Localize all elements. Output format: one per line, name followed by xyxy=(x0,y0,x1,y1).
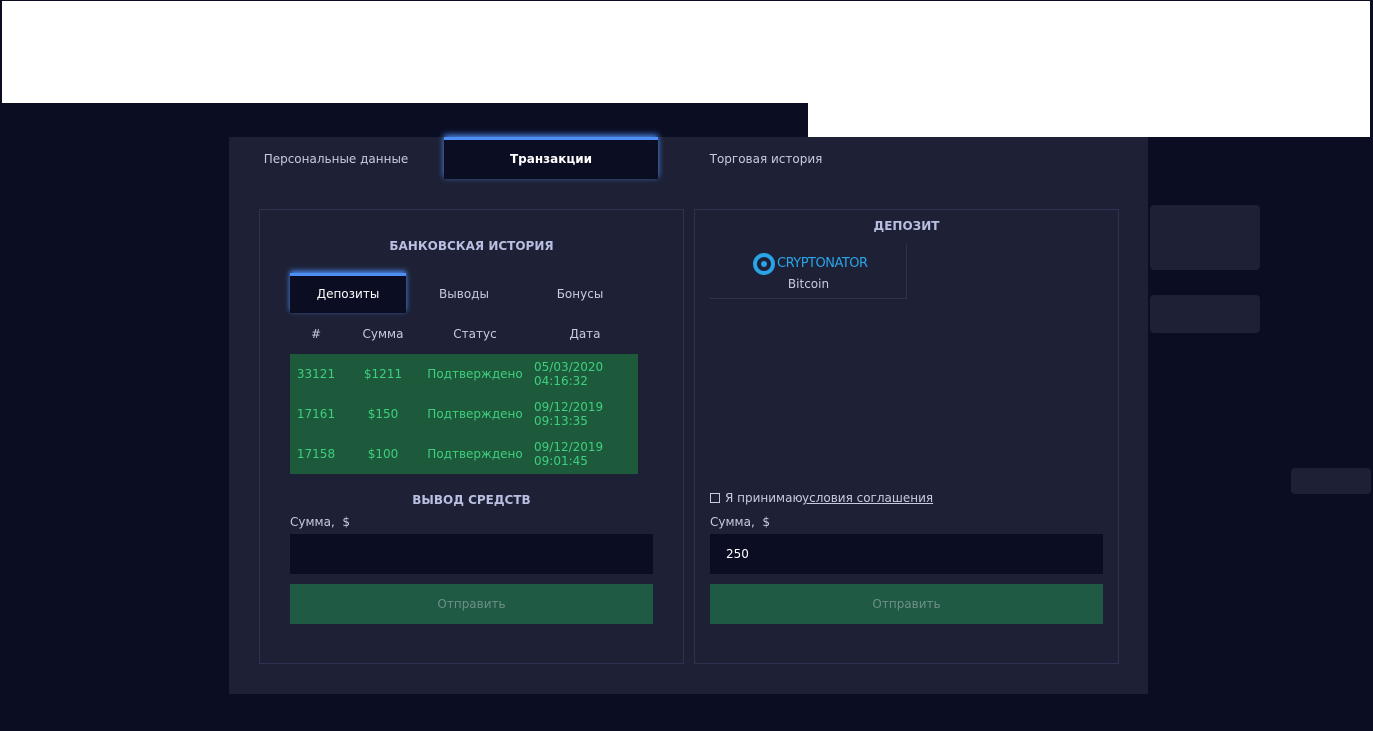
cell-amount: $1211 xyxy=(363,367,403,381)
tab[interactable]: Персональные данные xyxy=(263,152,409,166)
cell-time: 09:01:45 xyxy=(534,454,588,468)
column-header: # xyxy=(310,327,322,341)
background-box xyxy=(1150,205,1260,270)
cell-id: 17158 xyxy=(296,447,336,461)
section-title: ВЫВОД СРЕДСТВ xyxy=(412,493,531,507)
section-title: БАНКОВСКАЯ ИСТОРИЯ xyxy=(389,239,554,253)
cell-amount: $150 xyxy=(367,407,399,421)
amount-input[interactable]: 250 xyxy=(710,534,1103,574)
column-header: Сумма xyxy=(362,327,404,341)
provider-logo: CRYPTONATOR xyxy=(777,256,868,271)
field-label: Сумма, $ xyxy=(710,515,771,529)
provider-card[interactable] xyxy=(710,244,907,299)
cell-date: 09/12/2019 xyxy=(534,440,604,454)
provider-logo-icon xyxy=(753,253,775,275)
cell-id: 33121 xyxy=(296,367,336,381)
provider-name: Bitcoin xyxy=(787,277,830,291)
table-body xyxy=(290,354,638,474)
overlay-white xyxy=(808,100,1370,137)
background-box xyxy=(1291,468,1371,494)
cell-amount: $100 xyxy=(367,447,399,461)
agreement-text: Я принимаю xyxy=(725,491,803,505)
cell-id: 17161 xyxy=(296,407,336,421)
tab-active[interactable]: Транзакции xyxy=(509,152,593,166)
submit-button[interactable]: Отправить xyxy=(710,584,1103,624)
section-title: ДЕПОЗИТ xyxy=(873,219,940,233)
submit-button[interactable]: Отправить xyxy=(290,584,653,624)
column-header: Дата xyxy=(569,327,601,341)
cell-time: 04:16:32 xyxy=(534,374,588,388)
cell-date: 05/03/2020 xyxy=(534,360,604,374)
active-tab-bg xyxy=(444,137,658,179)
agreement-link[interactable]: условия соглашения xyxy=(802,491,934,505)
active-subtab-bg xyxy=(290,273,406,313)
cell-status: Подтверждено xyxy=(427,367,523,381)
column-header: Статус xyxy=(453,327,497,341)
tab[interactable]: Торговая история xyxy=(709,152,823,166)
subtab-active[interactable]: Депозиты xyxy=(316,287,380,301)
subtab[interactable]: Выводы xyxy=(439,287,489,301)
cell-date: 09/12/2019 xyxy=(534,400,604,414)
checkbox[interactable] xyxy=(710,493,720,503)
amount-input[interactable] xyxy=(290,534,653,574)
overlay-white xyxy=(2,1,1370,103)
cell-status: Подтверждено xyxy=(427,407,523,421)
field-label: Сумма, $ xyxy=(290,515,351,529)
cell-status: Подтверждено xyxy=(427,447,523,461)
cell-time: 09:13:35 xyxy=(534,414,588,428)
background-box xyxy=(1150,295,1260,333)
subtab[interactable]: Бонусы xyxy=(556,287,604,301)
